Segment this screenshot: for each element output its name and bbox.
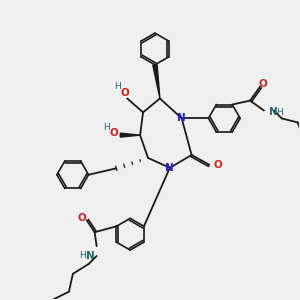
Polygon shape: [153, 64, 160, 98]
Text: O: O: [213, 160, 222, 170]
Text: H: H: [80, 251, 86, 260]
Text: O: O: [121, 88, 130, 98]
Text: N: N: [86, 251, 95, 261]
Text: N: N: [177, 113, 186, 123]
Text: H: H: [114, 82, 121, 91]
Text: H: H: [103, 123, 110, 132]
Text: N: N: [269, 107, 278, 118]
Text: H: H: [276, 108, 283, 117]
Text: O: O: [110, 128, 119, 138]
Text: O: O: [259, 79, 267, 89]
Polygon shape: [120, 133, 140, 137]
Text: O: O: [77, 213, 86, 224]
Text: N: N: [165, 163, 174, 173]
